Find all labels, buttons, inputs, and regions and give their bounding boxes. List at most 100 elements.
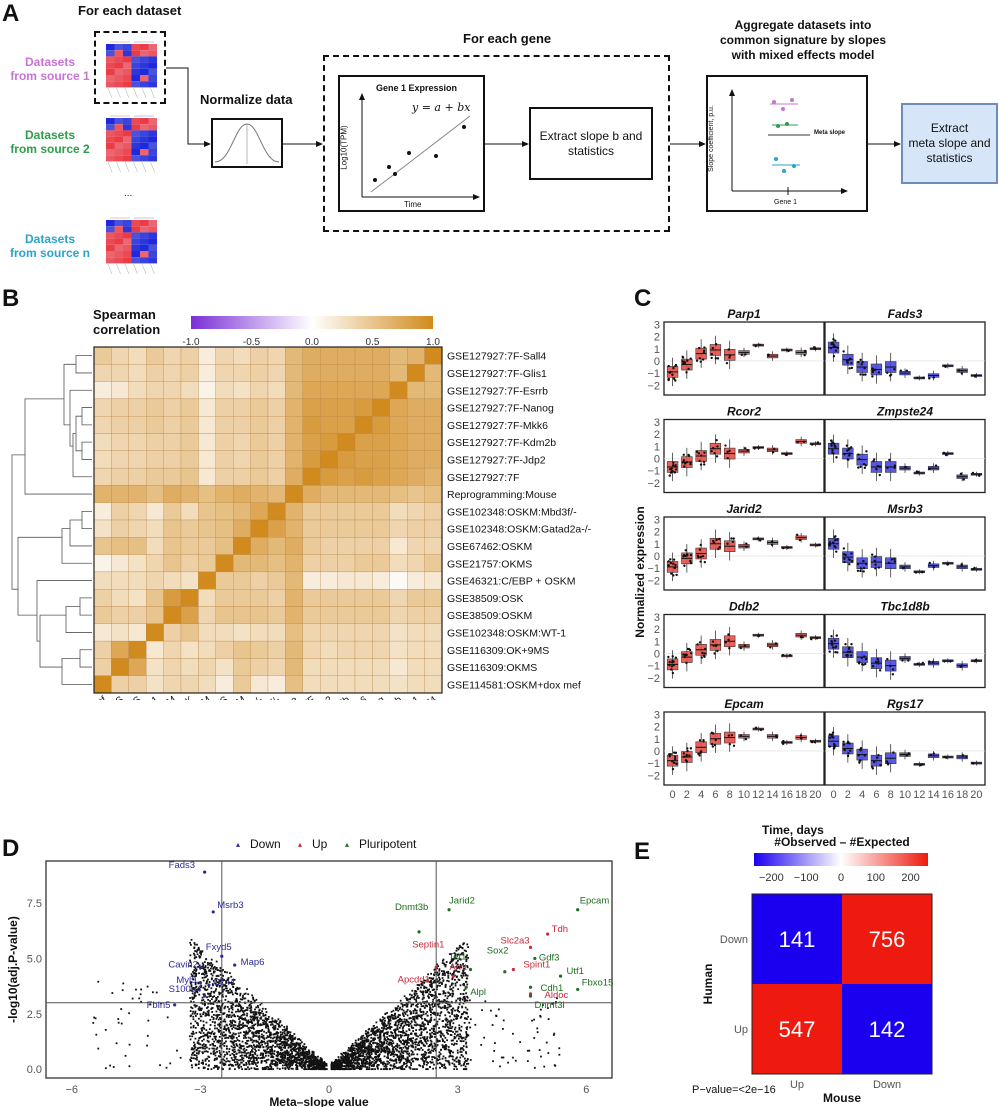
gene-point <box>193 942 196 944</box>
gene-point <box>383 1040 386 1043</box>
gene-point <box>260 1016 263 1019</box>
gene-point <box>400 1056 403 1058</box>
gene-point <box>200 986 202 989</box>
gene-point <box>276 1043 279 1046</box>
gene-point <box>219 1053 222 1056</box>
data-point <box>684 759 688 762</box>
gene-point <box>379 1030 382 1032</box>
gene-point <box>448 1011 451 1014</box>
gene-point <box>209 1024 212 1026</box>
gene-point <box>232 985 234 988</box>
gene-point <box>447 1046 450 1048</box>
thumb-label-tick <box>141 263 147 275</box>
gene-point <box>352 1064 354 1067</box>
gene-point <box>205 1046 208 1049</box>
data-point <box>876 756 879 759</box>
gene-point <box>359 1050 362 1052</box>
gene-point <box>456 1049 459 1052</box>
thumb-cell <box>106 68 115 75</box>
thumb-cell <box>131 155 140 162</box>
gene-point <box>429 985 432 988</box>
gene-point <box>222 974 224 977</box>
gene-point <box>415 1004 418 1007</box>
data-point <box>836 651 839 654</box>
gene-point <box>250 1009 253 1011</box>
data-point <box>711 346 714 350</box>
heatmap-cell <box>372 346 390 365</box>
gene-point <box>245 1042 248 1045</box>
gene-point <box>275 1020 278 1023</box>
data-point <box>831 646 835 649</box>
data-point <box>830 444 833 447</box>
gene-point <box>266 1044 269 1047</box>
gene-point <box>303 1057 306 1060</box>
gene-point <box>309 1068 312 1071</box>
gene-point <box>219 1008 222 1011</box>
gene-point <box>281 1028 284 1031</box>
gene-point <box>262 1021 265 1024</box>
heatmap-cell <box>146 537 164 555</box>
gene-point <box>388 1024 391 1027</box>
gene-point <box>240 1045 242 1048</box>
data-point <box>942 451 946 455</box>
gene-point <box>429 991 432 993</box>
gene-point <box>361 1037 364 1040</box>
data-point <box>668 371 671 374</box>
dendrogram-branch <box>81 441 92 460</box>
gene-point <box>231 991 233 994</box>
thumb-cell <box>114 75 123 82</box>
gene-point <box>252 1053 254 1056</box>
gene-point <box>199 1046 202 1049</box>
gene-point <box>213 966 215 969</box>
gene-point <box>350 1046 352 1049</box>
gene-point <box>357 1057 359 1059</box>
gene-point <box>450 984 453 986</box>
panel-letter-b: B <box>2 285 20 312</box>
data-point <box>848 447 851 450</box>
gene-point <box>312 1068 315 1071</box>
gene-point <box>438 1056 441 1058</box>
y-tick-label: −2 <box>647 380 660 392</box>
heatmap-cell <box>302 571 321 590</box>
heatmap-cell <box>128 381 147 400</box>
gene-point <box>273 1036 276 1039</box>
heatmap-cell <box>354 658 373 676</box>
gene-point <box>462 1049 465 1052</box>
gene-title: Epcam <box>724 697 764 711</box>
data-point <box>850 366 854 370</box>
data-point <box>668 474 671 477</box>
gene-point <box>196 1056 198 1059</box>
gene-point <box>377 1054 380 1057</box>
gene-point <box>440 1035 442 1038</box>
data-point <box>861 360 864 364</box>
data-point <box>703 346 706 349</box>
gene-point <box>218 1000 220 1003</box>
gene-point <box>452 1018 455 1021</box>
dendrogram-branch <box>79 649 92 668</box>
data-point <box>716 357 720 360</box>
heatmap-cell <box>180 589 199 607</box>
gene-point <box>190 1056 193 1059</box>
gene-point <box>289 1038 292 1041</box>
gene-point <box>395 1061 398 1064</box>
gene-point <box>305 1050 308 1053</box>
data-point <box>932 376 935 379</box>
gene-point <box>448 1005 451 1008</box>
gene-point <box>377 1058 380 1061</box>
data-point <box>901 659 904 662</box>
heatmap-cell <box>372 606 390 624</box>
gene-point <box>223 979 226 981</box>
gene-point <box>288 1053 291 1056</box>
gene-point <box>270 1062 272 1065</box>
gene-point <box>284 1042 287 1045</box>
gene-point <box>340 1064 343 1067</box>
data-point <box>673 757 677 761</box>
gene-point <box>365 1058 368 1060</box>
gene-point <box>208 981 211 983</box>
gene-point <box>233 1020 236 1023</box>
gene-point <box>229 1040 232 1043</box>
heatmap-cell <box>146 571 164 590</box>
gene-point <box>340 1056 343 1059</box>
heatmap-cell <box>372 416 390 434</box>
gene-point <box>240 1008 243 1011</box>
